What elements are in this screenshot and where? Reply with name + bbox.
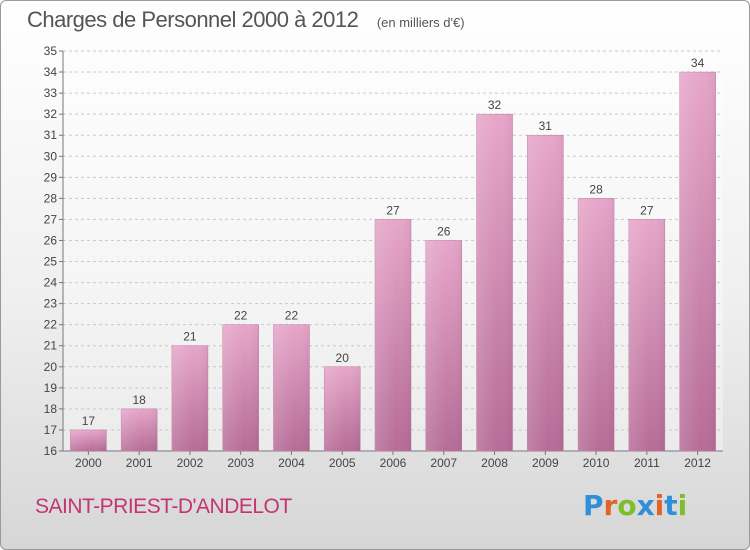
data-label: 22	[234, 309, 248, 323]
labels-layer: 16 17 18 19 20 21 22 23 24 25 26 27 28 29 30 31 32 33 34 35…	[44, 44, 712, 470]
bar-shine	[679, 72, 716, 451]
commune-name: SAINT-PRIEST-D'ANDELOT	[35, 495, 292, 518]
logo-letter: i	[677, 489, 688, 522]
y-tick-label: 20	[44, 360, 58, 374]
logo-letter: o	[617, 489, 637, 522]
bar-shine	[628, 219, 665, 451]
logo-letter: t	[664, 489, 678, 522]
logo-letter: P	[583, 489, 604, 522]
y-tick-label: 31	[44, 128, 58, 142]
y-tick-label: 25	[44, 255, 58, 269]
bar-shine	[273, 324, 310, 451]
data-label: 20	[336, 351, 350, 365]
x-tick-label: 2012	[684, 456, 711, 470]
x-tick-label: 2002	[177, 456, 204, 470]
x-tick-label: 2006	[380, 456, 407, 470]
data-label: 18	[132, 393, 146, 407]
y-tick-label: 27	[44, 212, 58, 226]
bar-shine	[222, 324, 259, 451]
logo-letter: i	[654, 489, 665, 522]
data-label: 27	[386, 203, 400, 217]
bar-shine	[578, 198, 615, 451]
y-tick-label: 28	[44, 191, 58, 205]
bar-shine	[375, 219, 411, 451]
logo-letter: r	[603, 489, 618, 522]
x-tick-label: 2005	[329, 456, 356, 470]
y-tick-label: 19	[44, 381, 58, 395]
y-tick-label: 34	[44, 65, 58, 79]
data-label: 31	[539, 119, 553, 133]
y-tick-label: 35	[44, 44, 58, 58]
x-tick-label: 2001	[126, 456, 153, 470]
y-tick-label: 30	[44, 149, 58, 163]
y-tick-label: 21	[44, 339, 58, 353]
bar-shine	[425, 240, 462, 451]
y-tick-label: 24	[44, 276, 58, 290]
bar-shine	[476, 114, 513, 451]
proxiti-logo: Proxiti	[583, 489, 687, 522]
y-tick-label: 26	[44, 233, 58, 247]
data-label: 27	[640, 203, 654, 217]
y-tick-label: 23	[44, 297, 58, 311]
y-tick-label: 33	[44, 86, 58, 100]
data-label: 32	[488, 98, 502, 112]
x-tick-label: 2009	[532, 456, 559, 470]
x-tick-label: 2010	[583, 456, 610, 470]
bar-shine	[527, 135, 564, 452]
logo-letter: x	[636, 489, 655, 522]
data-label: 17	[82, 414, 96, 428]
y-tick-label: 17	[44, 423, 58, 437]
x-tick-label: 2011	[634, 456, 660, 470]
x-tick-label: 2008	[481, 456, 508, 470]
chart-subtitle: (en milliers d'€)	[376, 15, 465, 30]
y-tick-label: 22	[44, 318, 58, 332]
bar-shine	[70, 429, 107, 451]
data-label: 34	[691, 56, 705, 70]
data-label: 22	[285, 309, 299, 323]
bar-shine	[324, 366, 361, 451]
title-row: Charges de Personnel 2000 à 2012 (en mil…	[27, 7, 465, 33]
x-tick-label: 2007	[430, 456, 457, 470]
data-label: 28	[589, 182, 603, 196]
y-tick-label: 29	[44, 170, 58, 184]
y-tick-label: 32	[44, 107, 58, 121]
bar-shine	[121, 408, 158, 451]
data-label: 21	[183, 330, 197, 344]
y-tick-label: 16	[44, 444, 58, 458]
x-tick-label: 2000	[75, 456, 102, 470]
y-tick-label: 18	[44, 402, 58, 416]
chart-title: Charges de Personnel 2000 à 2012	[27, 7, 359, 32]
x-tick-label: 2003	[227, 456, 254, 470]
bar-shine	[171, 345, 208, 451]
x-tick-label: 2004	[278, 456, 305, 470]
bars-layer	[70, 71, 716, 452]
data-label: 26	[437, 224, 451, 238]
